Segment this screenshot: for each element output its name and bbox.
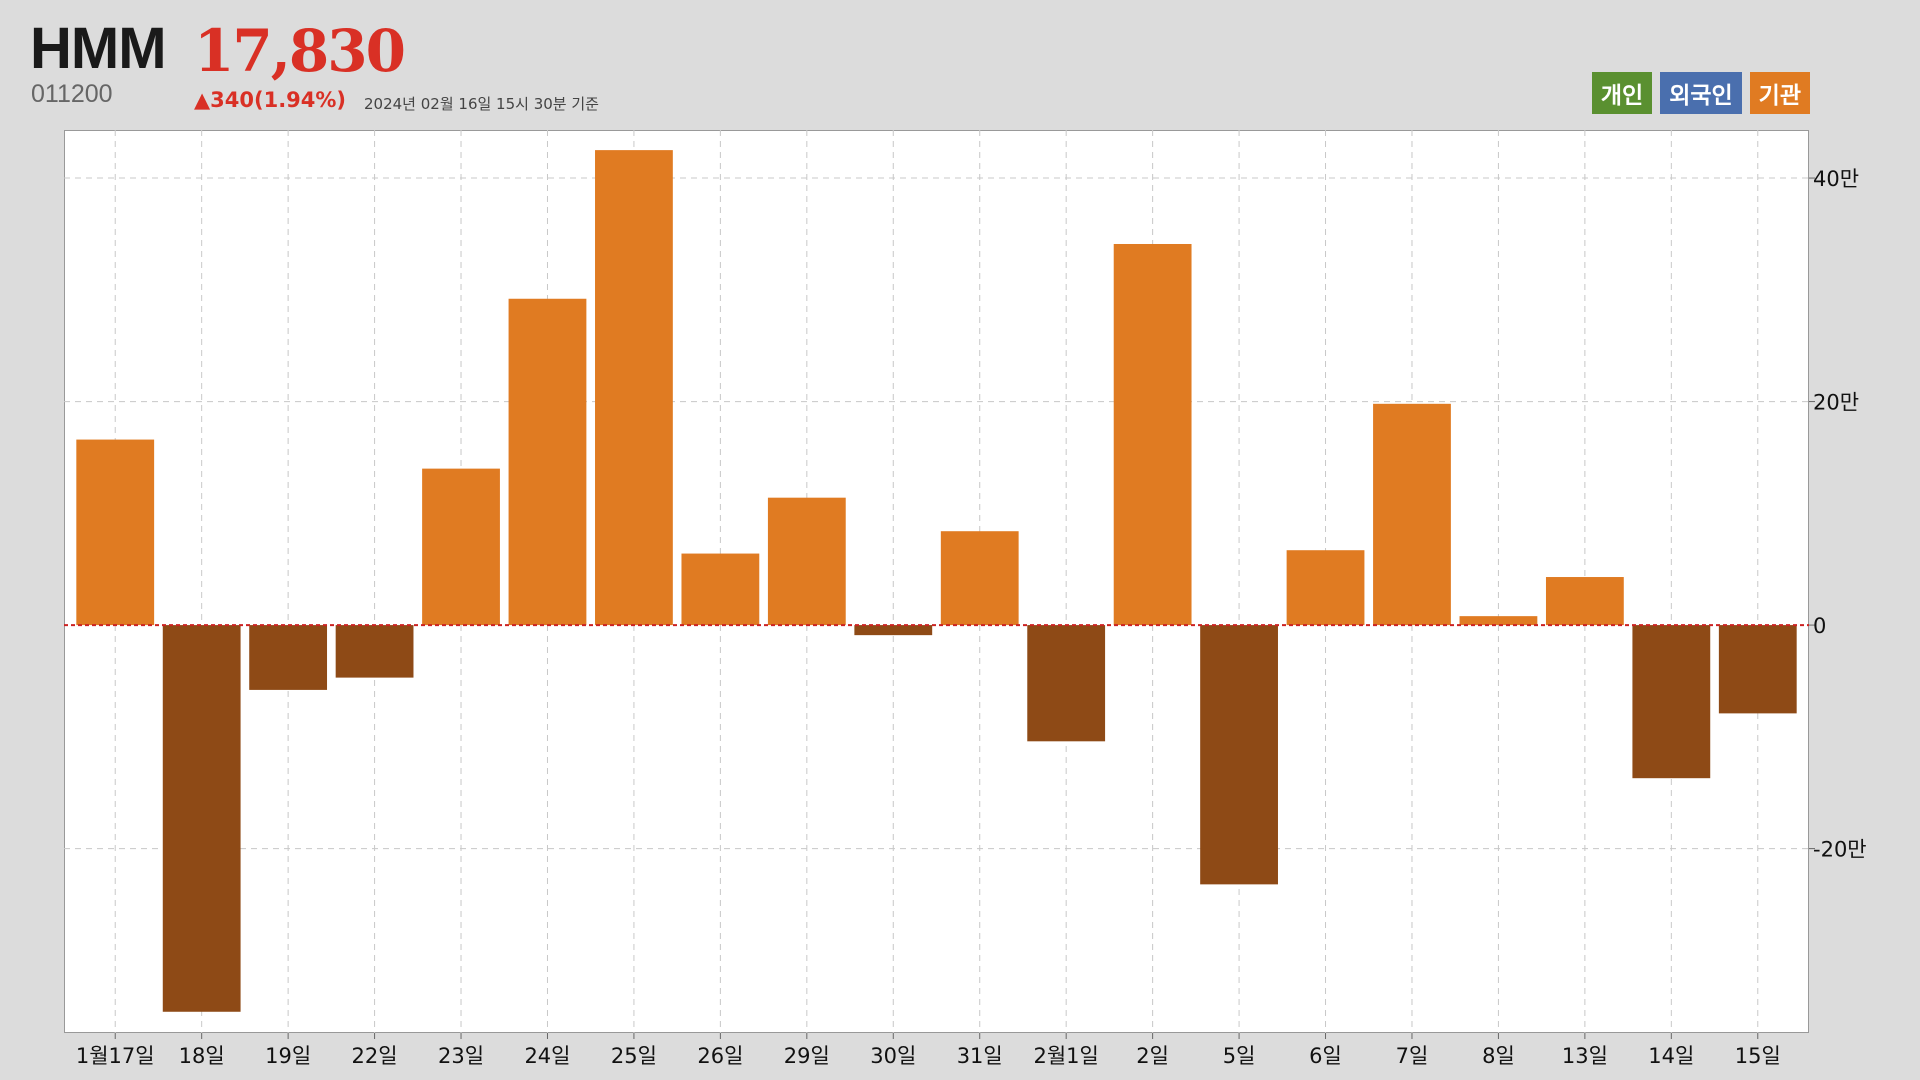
x-tick-label: 26일	[697, 1044, 743, 1068]
x-tick-label: 18일	[179, 1044, 225, 1068]
y-tick-label: 20만	[1813, 391, 1859, 415]
x-tick-label: 1월17일	[76, 1044, 155, 1068]
bar-26일[interactable]	[681, 553, 760, 626]
x-tick-label: 30일	[870, 1044, 916, 1068]
x-tick-label: 22일	[352, 1044, 398, 1068]
bar-14일[interactable]	[1632, 625, 1711, 779]
x-tick-label: 5일	[1223, 1044, 1256, 1068]
x-tick-label: 6일	[1309, 1044, 1342, 1068]
plot-area	[64, 130, 1809, 1033]
x-tick-label: 2일	[1136, 1044, 1169, 1068]
bar-25일[interactable]	[595, 150, 673, 626]
x-tick-label: 15일	[1735, 1044, 1781, 1068]
bar-23일[interactable]	[422, 468, 500, 626]
stock-code: 011200	[31, 80, 113, 108]
x-tick-label: 7일	[1396, 1044, 1429, 1068]
x-tick-label: 23일	[438, 1044, 484, 1068]
bar-31일[interactable]	[940, 531, 1019, 626]
bar-24일[interactable]	[508, 298, 587, 626]
bar-8일[interactable]	[1459, 616, 1538, 626]
x-tick-label: 29일	[784, 1044, 830, 1068]
stock-name: HMM	[30, 16, 167, 81]
x-tick-label: 25일	[611, 1044, 657, 1068]
bar-5일[interactable]	[1200, 625, 1278, 885]
bar-6일[interactable]	[1286, 550, 1365, 626]
bar-7일[interactable]	[1373, 403, 1451, 626]
price-change: ▲340(1.94%)	[194, 88, 347, 112]
bar-13일[interactable]	[1545, 577, 1624, 626]
bar-2일[interactable]	[1113, 243, 1192, 626]
bar-18일[interactable]	[162, 625, 241, 1012]
x-tick-label: 14일	[1648, 1044, 1694, 1068]
bar-15일[interactable]	[1718, 625, 1797, 714]
timestamp: 2024년 02월 16일 15시 30분 기준	[364, 95, 599, 113]
bar-1월17일[interactable]	[76, 439, 155, 626]
bar-2월1일[interactable]	[1027, 625, 1106, 742]
y-tick-label: 0	[1813, 614, 1826, 638]
bar-22일[interactable]	[335, 625, 414, 678]
y-tick-label: -20만	[1813, 838, 1867, 862]
bar-19일[interactable]	[249, 625, 328, 690]
legend: 개인 외국인 기관	[1591, 72, 1810, 114]
legend-institution[interactable]: 기관	[1749, 72, 1810, 114]
x-tick-label: 2월1일	[1033, 1044, 1098, 1068]
x-tick-label: 8일	[1482, 1044, 1515, 1068]
bar-30일[interactable]	[854, 625, 933, 636]
y-tick-label: 40만	[1813, 167, 1859, 191]
x-tick-label: 24일	[524, 1044, 570, 1068]
legend-foreigner[interactable]: 외국인	[1660, 72, 1742, 114]
x-tick-label: 13일	[1562, 1044, 1608, 1068]
stock-price: 17,830	[194, 17, 406, 85]
x-tick-label: 31일	[957, 1044, 1003, 1068]
legend-individual[interactable]: 개인	[1591, 72, 1653, 114]
x-tick-label: 19일	[265, 1044, 311, 1068]
bar-29일[interactable]	[767, 497, 846, 626]
